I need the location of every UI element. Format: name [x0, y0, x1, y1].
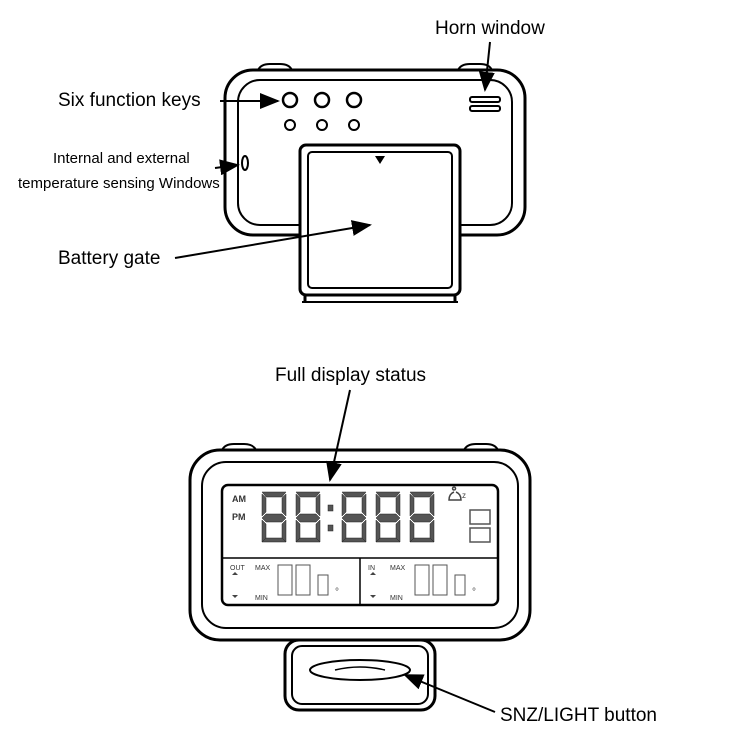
lcd-max-2: MAX: [390, 565, 406, 572]
lcd-min-2: MIN: [390, 595, 403, 602]
svg-text:°: °: [472, 587, 476, 598]
lcd-am: AM: [232, 494, 246, 504]
diagram-svg: AM PM z: [0, 0, 750, 750]
front-view: AM PM z: [190, 444, 530, 710]
lcd-min-1: MIN: [255, 595, 268, 602]
svg-text:°: °: [335, 587, 339, 598]
lcd-in: IN: [368, 565, 375, 572]
lcd-pm: PM: [232, 512, 246, 522]
lcd-out: OUT: [230, 565, 246, 572]
back-view: [225, 64, 525, 302]
lcd-max-1: MAX: [255, 565, 271, 572]
svg-text:z: z: [462, 491, 466, 500]
